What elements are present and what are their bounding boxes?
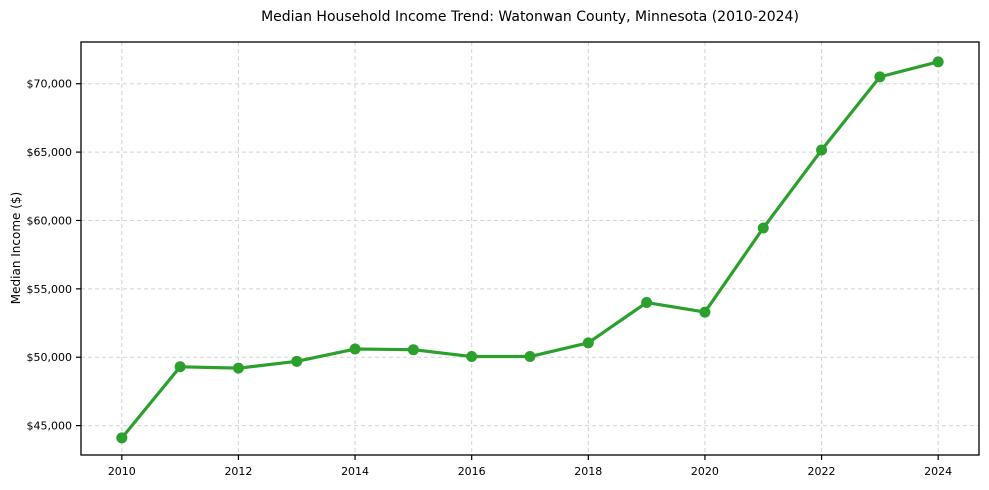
data-point-2016 [466, 351, 478, 363]
data-point-2010 [116, 432, 128, 444]
x-tick-label: 2014 [341, 465, 369, 478]
data-point-2024 [932, 56, 944, 68]
y-tick-label: $45,000 [27, 420, 73, 433]
plot-border [80, 41, 980, 456]
data-point-2020 [699, 306, 711, 318]
data-point-2017 [524, 351, 536, 363]
data-point-2013 [291, 355, 303, 367]
x-tick-label: 2024 [924, 465, 952, 478]
y-tick-label: $65,000 [27, 146, 73, 159]
data-point-2021 [757, 222, 769, 234]
y-tick-label: $55,000 [27, 283, 73, 296]
x-tick-label: 2016 [458, 465, 486, 478]
data-point-2012 [232, 362, 244, 374]
y-tick-label: $70,000 [27, 78, 73, 91]
data-point-2023 [874, 71, 886, 83]
data-point-2022 [816, 144, 828, 156]
data-point-2019 [641, 297, 653, 309]
x-tick-label: 2020 [691, 465, 719, 478]
x-tick-label: 2018 [574, 465, 602, 478]
x-tick-label: 2022 [808, 465, 836, 478]
data-point-2011 [174, 361, 186, 373]
y-axis-label: Median Income ($) [9, 191, 23, 305]
data-point-2018 [582, 337, 594, 349]
x-tick-label: 2012 [224, 465, 252, 478]
chart-title: Median Household Income Trend: Watonwan … [261, 9, 799, 25]
y-tick-label: $60,000 [27, 214, 73, 227]
y-tick-label: $50,000 [27, 351, 73, 364]
income-trend-line [120, 60, 940, 440]
data-point-2015 [407, 344, 419, 356]
data-point-2014 [349, 343, 361, 355]
x-tick-label: 2010 [108, 465, 136, 478]
